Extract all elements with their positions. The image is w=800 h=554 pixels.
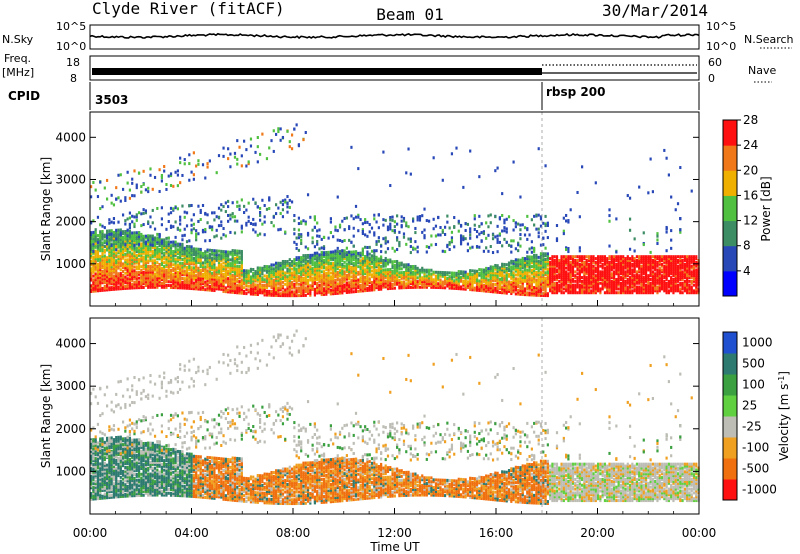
colorbar-tick-label: 24 [743, 138, 758, 152]
colorbar-swatch [723, 437, 737, 459]
colorbar-tick-label: -500 [742, 462, 769, 476]
cpid-segment-1: 3503 [95, 93, 128, 107]
power-panel: 1000 2000 3000 4000 Slant Range [km] 4 8 12 16… [39, 111, 773, 307]
yaxis-tick-label: 1000 [55, 464, 86, 478]
colorbar-tick-label: 20 [743, 163, 758, 177]
colorbar-tick-label: -1000 [742, 483, 777, 497]
power-colorbar: 4 8 12 16 20 24 28 [722, 113, 758, 297]
colorbar-swatch [723, 332, 737, 354]
colorbar-swatch [723, 374, 737, 396]
colorbar-swatch [723, 220, 737, 247]
xaxis-label: Time UT [369, 540, 420, 554]
nave-tick-top: 60 [708, 56, 722, 69]
yaxis-tick-label: 4000 [55, 130, 86, 144]
nave-label: Nave [748, 64, 776, 77]
velocity-heatmap [90, 329, 700, 506]
nsky-panel: N.Sky 10^5 10^0 10^5 10^0 N.Search [2, 20, 794, 53]
yaxis-tick-label: 1000 [55, 257, 86, 271]
cpid-segment-2: rbsp 200 [546, 85, 605, 99]
nsky-tick-top: 10^5 [56, 20, 86, 33]
velocity-panel: 1000 2000 3000 4000 Slant Range [km] 1000 50… [39, 317, 791, 515]
velocity-colorbar-label: Velocity [m s-1] [777, 371, 791, 461]
beam-title: Beam 01 [376, 5, 443, 24]
xaxis-tick-label: 12:00 [377, 526, 412, 540]
freq-series [92, 68, 542, 75]
colorbar-tick-label: 4 [743, 264, 751, 278]
colorbar-swatch [723, 145, 737, 171]
colorbar-swatch [723, 458, 737, 480]
xaxis-tick-label: 16:00 [479, 526, 514, 540]
date-title: 30/Mar/2014 [602, 1, 708, 20]
velocity-ylabel: Slant Range [km] [39, 364, 53, 468]
colorbar-swatch [723, 395, 737, 417]
time-axis: 00:00 04:00 08:00 12:00 16:00 20:00 00:00 [73, 300, 717, 540]
colorbar-tick-label: 25 [742, 399, 757, 413]
yaxis-tick-label: 3000 [55, 172, 86, 186]
nsky-tick-bottom: 10^0 [56, 40, 86, 53]
colorbar-swatch [723, 353, 737, 375]
velocity-colorbar: 1000 500 100 25 -25 -100 -500 -1000 [722, 331, 777, 501]
cpid-label: CPID [8, 89, 40, 103]
colorbar-swatch [723, 270, 737, 297]
colorbar-tick-label: 1000 [742, 336, 773, 350]
nsky-series [89, 32, 700, 40]
freq-tick-top: 18 [66, 56, 80, 69]
colorbar-swatch [723, 170, 737, 196]
colorbar-swatch [723, 195, 737, 222]
nsky-label: N.Sky [2, 33, 34, 46]
colorbar-swatch [723, 479, 737, 501]
colorbar-tick-label: 28 [743, 113, 758, 127]
colorbar-swatch [723, 245, 737, 272]
freq-panel: Freq. [MHz] 18 8 60 0 Nave [2, 52, 776, 85]
freq-unit: [MHz] [2, 66, 34, 79]
power-ylabel: Slant Range [km] [39, 157, 53, 261]
station-title: Clyde River (fitACF) [92, 0, 285, 18]
nsearch-tick-bottom: 10^0 [706, 40, 736, 53]
colorbar-tick-label: 12 [743, 214, 758, 228]
yaxis-tick-label: 4000 [55, 337, 86, 351]
colorbar-tick-label: 500 [742, 357, 765, 371]
colorbar-tick-label: 16 [743, 188, 758, 202]
colorbar-tick-label: -100 [742, 441, 769, 455]
xaxis-tick-label: 08:00 [276, 526, 311, 540]
xaxis-tick-label: 00:00 [73, 526, 108, 540]
power-colorbar-label: Power [dB] [759, 176, 773, 241]
colorbar-tick-label: 8 [743, 239, 751, 253]
xaxis-tick-label: 04:00 [174, 526, 209, 540]
yaxis-tick-label: 2000 [55, 215, 86, 229]
xaxis-tick-label: 00:00 [682, 526, 717, 540]
power-heatmap [90, 123, 700, 298]
colorbar-swatch [723, 416, 737, 438]
cpid-row: CPID 3503 rbsp 200 [8, 82, 700, 110]
colorbar-tick-label: -25 [742, 420, 762, 434]
colorbar-swatch [723, 120, 737, 146]
colorbar-tick-label: 100 [742, 378, 765, 392]
yaxis-tick-label: 3000 [55, 379, 86, 393]
xaxis-tick-label: 20:00 [580, 526, 615, 540]
yaxis-tick-label: 2000 [55, 422, 86, 436]
nave-tick-bottom: 0 [708, 72, 715, 85]
freq-tick-bottom: 8 [70, 72, 77, 85]
nsearch-label: N.Search [744, 33, 794, 46]
nsearch-tick-top: 10^5 [706, 20, 736, 33]
freq-label: Freq. [4, 52, 31, 65]
